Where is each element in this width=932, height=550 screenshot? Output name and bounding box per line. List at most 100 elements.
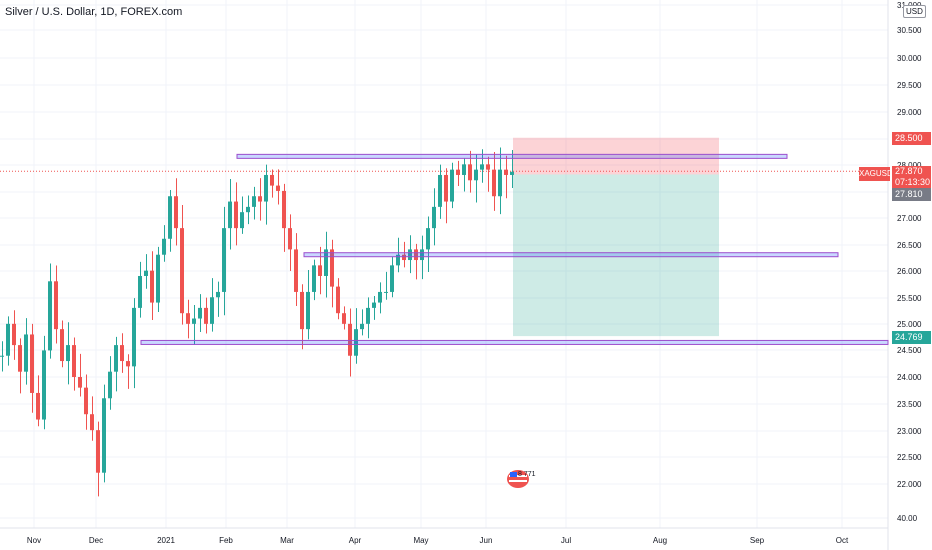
zone-resistance <box>236 153 788 159</box>
candle-body <box>42 350 46 420</box>
candle-body <box>6 323 10 356</box>
badge-count: 8 771 <box>518 471 536 478</box>
candle-body <box>138 275 142 308</box>
x-tick-label: May <box>413 536 428 545</box>
candle-body <box>168 196 172 239</box>
candle-body <box>408 249 412 261</box>
candle-body <box>336 286 340 314</box>
candle-body <box>414 249 418 261</box>
risk-zone <box>513 137 719 175</box>
candle-body <box>252 196 256 207</box>
candle-body <box>468 164 472 181</box>
candle-body <box>114 345 118 372</box>
candle-body <box>306 291 310 330</box>
y-tick-label: 22.500 <box>897 453 922 462</box>
candle-body <box>204 307 208 324</box>
candle-body <box>186 313 190 324</box>
x-tick-label: Apr <box>349 536 362 545</box>
candle-body <box>420 249 424 261</box>
zone-middle-support <box>303 252 839 258</box>
candle-body <box>300 291 304 330</box>
candle-body <box>294 249 298 292</box>
x-tick-label: Mar <box>280 536 294 545</box>
stop-price-label: 28.500 <box>892 132 931 145</box>
candle-body <box>120 345 124 362</box>
candle-body <box>396 254 400 266</box>
candle-body <box>498 169 502 197</box>
candle-body <box>102 398 106 473</box>
candle-body <box>216 291 220 298</box>
y-tick-label: 25.000 <box>897 320 922 329</box>
y-tick-label: 23.500 <box>897 400 922 409</box>
x-tick-label: Jun <box>480 536 493 545</box>
candle-body <box>444 174 448 202</box>
flag-icon[interactable] <box>506 469 530 489</box>
candle-body <box>318 265 322 276</box>
candle-body <box>246 206 250 213</box>
y-tick-label: 26.500 <box>897 241 922 250</box>
candle-body <box>150 270 154 303</box>
candle-body <box>132 307 136 367</box>
y-tick-label: 30.500 <box>897 26 922 35</box>
candle-body <box>48 281 52 351</box>
y-tick-label: 26.000 <box>897 267 922 276</box>
candle-body <box>456 169 460 175</box>
candle-body <box>12 323 16 346</box>
currency-button[interactable]: USD <box>903 5 926 18</box>
y-tick-label: 24.000 <box>897 373 922 382</box>
candle-body <box>354 329 358 356</box>
candle-body <box>24 334 28 372</box>
reward-zone <box>513 174 719 337</box>
zone-lower-support <box>140 339 889 345</box>
candle-body <box>504 169 508 175</box>
candle-body <box>36 392 40 420</box>
y-tick-label: 25.500 <box>897 294 922 303</box>
candle-body <box>486 164 490 170</box>
candle-body <box>270 174 274 186</box>
candle-body <box>30 334 34 393</box>
candle-body <box>438 174 442 207</box>
candle-body <box>378 291 382 303</box>
chart-title: Silver / U.S. Dollar, 1D, FOREX.com <box>5 6 183 18</box>
candle-body <box>18 345 22 372</box>
candle-body <box>276 185 280 191</box>
candle-body <box>426 228 430 250</box>
candle-body <box>282 190 286 229</box>
candle-body <box>366 307 370 324</box>
candle-body <box>264 174 268 202</box>
x-tick-label: Oct <box>836 536 849 545</box>
candle-body <box>312 265 316 292</box>
x-tick-label: Nov <box>27 536 41 545</box>
candle-body <box>234 201 238 229</box>
candle-body <box>108 371 112 399</box>
candle-body <box>348 323 352 356</box>
candle-body <box>66 345 70 362</box>
x-tick-label: Jul <box>561 536 571 545</box>
candle-body <box>324 249 328 276</box>
x-tick-label: Feb <box>219 536 233 545</box>
y-tick-label: 30.000 <box>897 54 922 63</box>
x-tick-label: Dec <box>89 536 103 545</box>
x-tick-label: Sep <box>750 536 765 545</box>
candle-body <box>240 212 244 229</box>
current-price-value: 27.870 <box>895 166 923 176</box>
candle-body <box>0 355 4 357</box>
y-tick-label: 29.000 <box>897 108 922 117</box>
candle-body <box>174 196 178 229</box>
candle-body <box>156 254 160 303</box>
candle-body <box>510 171 514 175</box>
y-tick-label: 27.000 <box>897 214 922 223</box>
candle-body <box>342 313 346 324</box>
candle-body <box>72 345 76 377</box>
target-price-label: 24.769 <box>892 331 931 344</box>
candle-body <box>144 270 148 276</box>
candle-body <box>96 430 100 473</box>
candle-body <box>372 302 376 308</box>
candle-body <box>360 323 364 330</box>
candle-body <box>450 169 454 202</box>
y-tick-label: 28.000 <box>897 161 922 170</box>
candle-body <box>192 318 196 324</box>
candle-body <box>258 196 262 202</box>
candle-body <box>162 238 166 255</box>
